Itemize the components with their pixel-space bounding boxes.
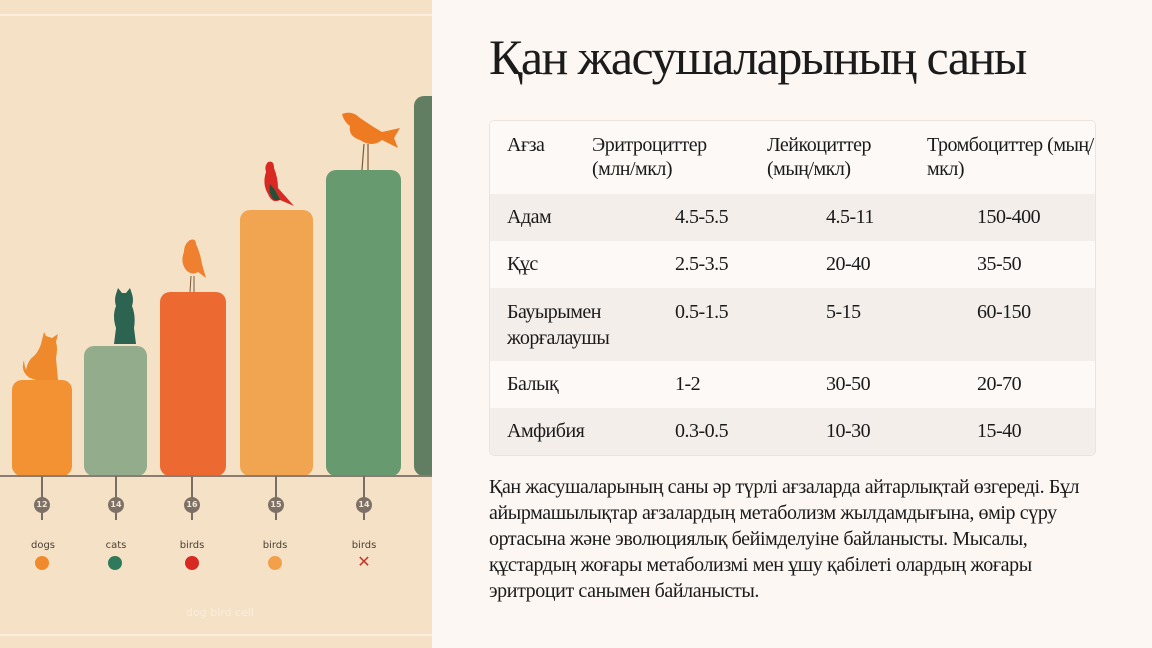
legend-dot: [268, 556, 282, 570]
table-cell: 20-70: [977, 373, 1022, 395]
legend-dot: [108, 556, 122, 570]
category-label: dogs: [30, 540, 56, 551]
value-pin: 14: [108, 497, 124, 513]
illustration-caption: dog bird cell: [186, 606, 254, 619]
table-cell: 0.5-1.5: [675, 301, 729, 323]
column-header: Эритроциттер (млн/мкл): [592, 134, 707, 180]
table-cell: 60-150: [977, 301, 1031, 323]
description-paragraph: Қан жасушаларының саны әр түрлі ағзалард…: [489, 476, 1080, 602]
category-label: cats: [105, 540, 127, 551]
table-row: Құс 2.5-3.5 20-40 35-50: [490, 241, 1095, 288]
page-title: Қан жасушаларының саны: [489, 29, 1027, 85]
table-cell: 4.5-11: [826, 206, 874, 228]
bar-birds-3: [326, 170, 401, 476]
bird-icon: [264, 161, 294, 206]
legend-dot: [35, 556, 49, 570]
value-pin: 16: [184, 497, 200, 513]
table-row: Балық 1-2 30-50 20-70: [490, 361, 1095, 408]
cat-icon: [114, 288, 136, 344]
bird-icon: [182, 239, 206, 293]
table-row: Амфибия 0.3-0.5 10-30 15-40: [490, 408, 1095, 455]
chart-baseline: [0, 475, 432, 477]
blood-cell-table: Ағза Эритроциттер (млн/мкл) Лейкоциттер …: [489, 120, 1096, 456]
column-header: Тромбоциттер (мың/мкл): [927, 134, 1094, 180]
table-cell: Бауырымен жорғалаушы: [507, 301, 610, 349]
table-cell: 4.5-5.5: [675, 206, 729, 228]
table-cell: 2.5-3.5: [675, 253, 729, 275]
table-cell: 150-400: [977, 206, 1041, 228]
table-row: Адам 4.5-5.5 4.5-11 150-400: [490, 194, 1095, 241]
table-cell: 15-40: [977, 420, 1022, 442]
bird-icon: [342, 112, 400, 171]
table-cell: Балық: [507, 373, 559, 395]
table-cell: Амфибия: [507, 420, 585, 442]
table-cell: 35-50: [977, 253, 1022, 275]
table-cell: 5-15: [826, 301, 861, 323]
table-cell: Адам: [507, 206, 552, 228]
table-header-row: Ағза Эритроциттер (млн/мкл) Лейкоциттер …: [490, 121, 1095, 194]
table-cell: 20-40: [826, 253, 871, 275]
category-label: birds: [179, 540, 205, 551]
divider-line: [0, 634, 432, 636]
bar-birds-2: [240, 210, 313, 476]
category-label: birds: [262, 540, 288, 551]
bar-cats: [84, 346, 147, 476]
value-pin: 12: [34, 497, 50, 513]
column-header: Лейкоциттер (мың/мкл): [767, 134, 871, 180]
divider-line: [0, 14, 432, 16]
table-cell: Құс: [507, 253, 538, 275]
column-header: Ағза: [507, 134, 545, 156]
table-cell: 0.3-0.5: [675, 420, 729, 442]
value-pin: 15: [268, 497, 284, 513]
value-pin: 14: [356, 497, 372, 513]
bar-birds-1: [160, 292, 226, 476]
category-label: birds: [351, 540, 377, 551]
table-cell: 1-2: [675, 373, 701, 395]
bar-dogs: [12, 380, 72, 476]
table-row: Бауырымен жорғалаушы 0.5-1.5 5-15 60-150: [490, 288, 1095, 361]
table-cell: 10-30: [826, 420, 871, 442]
illustration-panel: 12 dogs 14 cats 16 birds 15 birds 14 bir…: [0, 0, 432, 648]
x-mark-icon: ✕: [357, 552, 371, 571]
bar-partial: [414, 96, 432, 476]
cat-icon: [22, 332, 58, 380]
legend-dot: [185, 556, 199, 570]
table-cell: 30-50: [826, 373, 871, 395]
